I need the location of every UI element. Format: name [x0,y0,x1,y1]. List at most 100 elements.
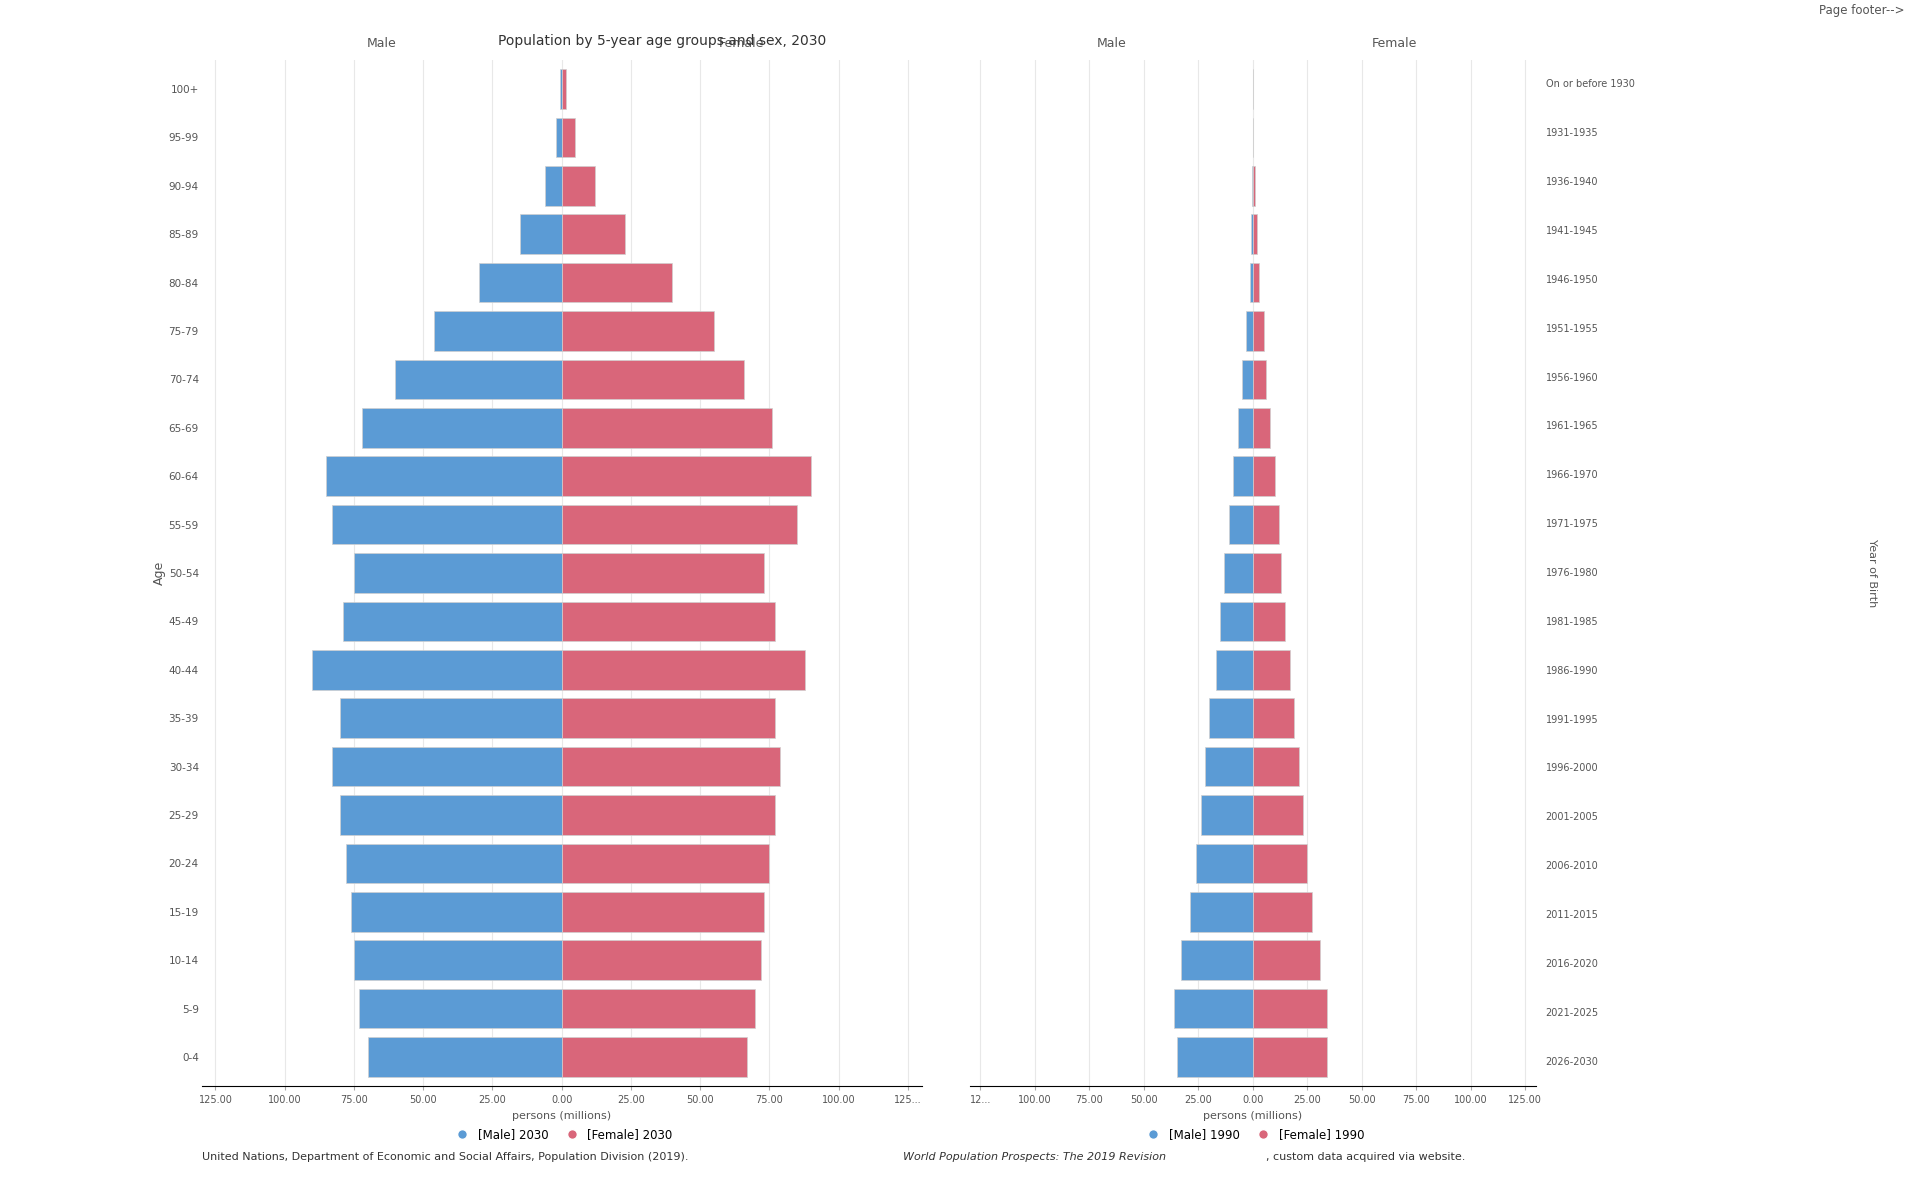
Bar [561,215,626,254]
Bar [1229,505,1252,545]
Bar [1246,311,1252,350]
Text: 1971-1975: 1971-1975 [1546,520,1599,529]
Text: 2001-2005: 2001-2005 [1546,812,1599,822]
Y-axis label: Age: Age [154,560,165,586]
Bar [1252,505,1279,545]
Bar [561,311,714,350]
Text: 1996-2000: 1996-2000 [1546,763,1597,774]
Bar [561,941,760,980]
Bar [1210,698,1252,738]
Text: 2011-2015: 2011-2015 [1546,910,1599,920]
Text: 1931-1935: 1931-1935 [1546,128,1597,138]
Bar [561,70,566,109]
Bar [1252,746,1298,786]
Bar [1252,215,1258,254]
Text: 1961-1965: 1961-1965 [1546,421,1597,432]
Bar [561,796,776,835]
Bar [561,650,804,690]
Bar [1252,311,1263,350]
Text: 2021-2025: 2021-2025 [1546,1008,1599,1018]
Bar [478,263,561,302]
Text: 1941-1945: 1941-1945 [1546,226,1597,236]
Bar [520,215,561,254]
Text: Female: Female [1371,37,1417,50]
Bar [561,844,770,883]
Bar [1252,408,1271,448]
Text: 1991-1995: 1991-1995 [1546,714,1597,725]
Bar [1252,360,1265,400]
Bar [1181,941,1252,980]
Bar [1252,892,1311,931]
Text: , custom data acquired via website.: , custom data acquired via website. [1265,1152,1465,1162]
Bar [1252,941,1321,980]
Bar [363,408,561,448]
Bar [1215,650,1252,690]
Text: Male: Male [367,37,396,50]
Bar [545,166,561,205]
Bar [353,553,561,593]
Bar [396,360,561,400]
Bar [1252,456,1275,496]
Bar [1250,263,1252,302]
Text: 1956-1960: 1956-1960 [1546,372,1597,383]
Text: World Population Prospects: The 2019 Revision: World Population Prospects: The 2019 Rev… [902,1152,1165,1162]
Bar [1196,844,1252,883]
Text: 1966-1970: 1966-1970 [1546,470,1597,480]
Bar [561,505,797,545]
Bar [561,989,755,1028]
Text: 1986-1990: 1986-1990 [1546,666,1597,676]
Bar [1190,892,1252,931]
Bar [434,311,561,350]
Bar [561,408,772,448]
Bar [332,746,561,786]
Text: 2026-2030: 2026-2030 [1546,1056,1599,1067]
Legend: [Male] 2030, [Female] 2030: [Male] 2030, [Female] 2030 [445,1123,678,1146]
Text: Female: Female [718,37,764,50]
Bar [1252,796,1304,835]
Bar [561,1037,747,1076]
Bar [561,553,764,593]
Bar [561,892,764,931]
Bar [346,844,561,883]
Bar [369,1037,561,1076]
Text: 2006-2010: 2006-2010 [1546,862,1597,871]
Bar [1252,698,1294,738]
Text: 1946-1950: 1946-1950 [1546,275,1597,284]
Text: United Nations, Department of Economic and Social Affairs, Population Division (: United Nations, Department of Economic a… [202,1152,691,1162]
Text: 1951-1955: 1951-1955 [1546,324,1599,334]
Bar [1206,746,1252,786]
Bar [561,263,672,302]
Bar [561,601,776,641]
Bar [340,796,561,835]
Bar [1252,263,1260,302]
Bar [561,746,780,786]
Bar [561,698,776,738]
Text: 1936-1940: 1936-1940 [1546,178,1597,187]
Text: Male: Male [1096,37,1125,50]
Bar [561,166,595,205]
Text: 1981-1985: 1981-1985 [1546,617,1597,626]
Bar [340,698,561,738]
Bar [1177,1037,1252,1076]
Bar [1252,650,1290,690]
Text: 2016-2020: 2016-2020 [1546,959,1599,968]
Bar [1252,553,1281,593]
Legend: [Male] 1990, [Female] 1990: [Male] 1990, [Female] 1990 [1137,1123,1369,1146]
Bar [1200,796,1252,835]
Text: Population by 5-year age groups and sex, 2030: Population by 5-year age groups and sex,… [499,34,826,48]
Bar [1252,1037,1327,1076]
Bar [1238,408,1252,448]
Bar [332,505,561,545]
Bar [561,456,810,496]
Bar [561,118,576,157]
Bar [344,601,561,641]
Bar [326,456,561,496]
Text: Page footer-->: Page footer--> [1818,4,1905,17]
Bar [1252,989,1327,1028]
Bar [1233,456,1252,496]
Bar [1252,601,1286,641]
Bar [1219,601,1252,641]
Bar [313,650,561,690]
X-axis label: persons (millions): persons (millions) [1204,1110,1302,1121]
Bar [353,941,561,980]
